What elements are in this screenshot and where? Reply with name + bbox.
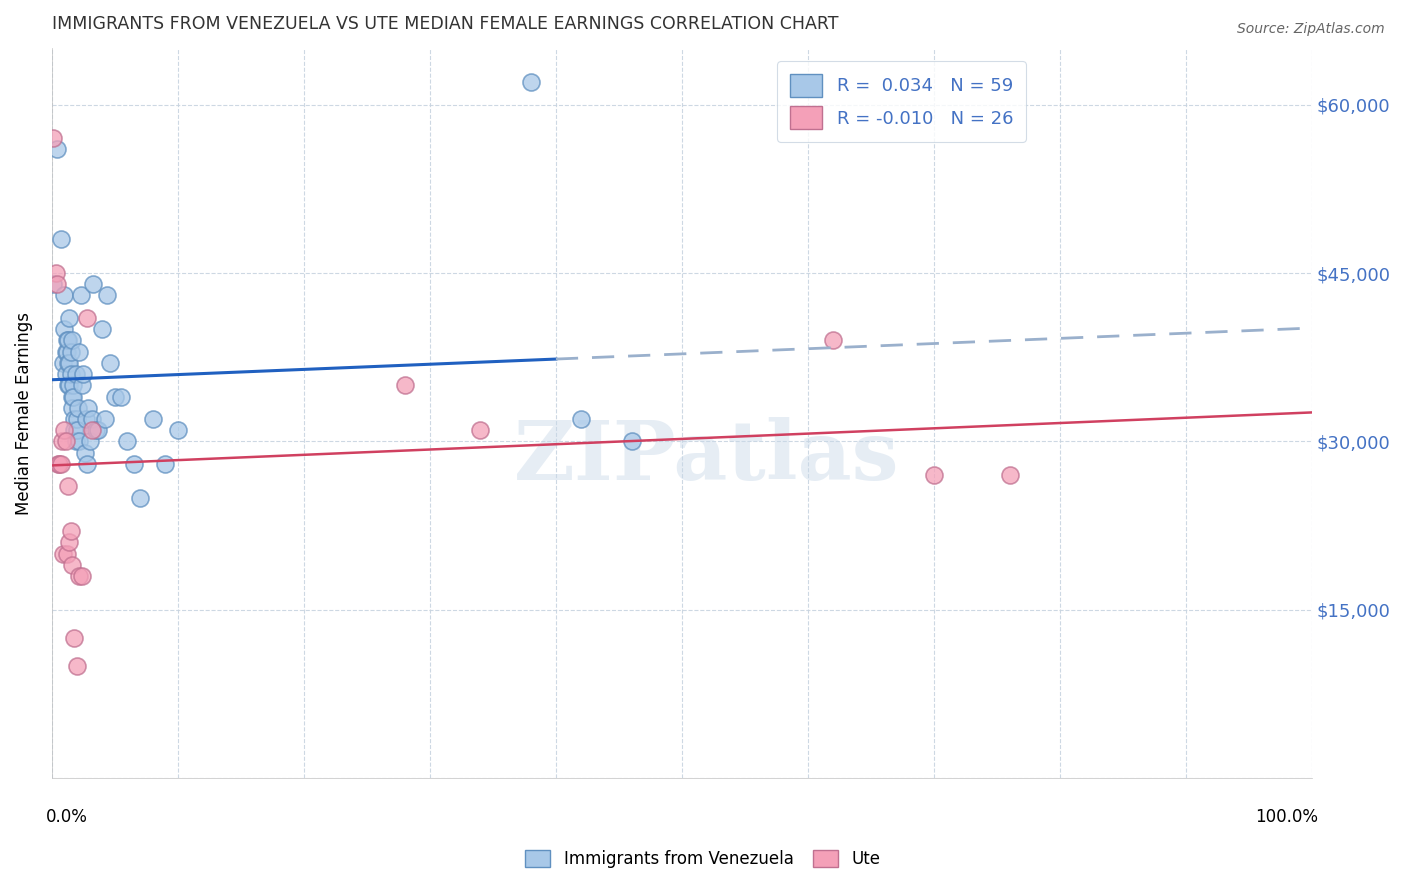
Point [53, 423, 76, 437]
Point [59, 344, 82, 359]
Point [42, 131, 65, 145]
Point [42, 277, 65, 292]
Point [56, 334, 79, 348]
Point [55, 344, 77, 359]
Point [77, 401, 100, 415]
Point [91, 322, 114, 336]
Point [79, 434, 101, 449]
Point [166, 423, 188, 437]
Point [63, 631, 86, 645]
Point [93, 412, 115, 426]
Point [60, 334, 83, 348]
Point [56, 378, 79, 392]
Point [66, 423, 89, 437]
Point [58, 535, 80, 549]
Text: 0.0%: 0.0% [45, 808, 87, 826]
Point [69, 434, 91, 449]
Point [45, 277, 67, 292]
Point [117, 434, 139, 449]
Point [55, 367, 77, 381]
Point [56, 344, 79, 359]
Point [62, 390, 84, 404]
Point [55, 434, 77, 449]
Point [60, 558, 83, 572]
Point [56, 356, 79, 370]
Point [70, 569, 93, 583]
Point [394, 378, 416, 392]
Point [84, 423, 107, 437]
Point [66, 659, 89, 673]
Legend: R =  0.034   N = 59, R = -0.010   N = 26: R = 0.034 N = 59, R = -0.010 N = 26 [778, 62, 1026, 142]
Point [76, 310, 98, 325]
Point [142, 412, 165, 426]
Point [63, 423, 86, 437]
Point [49, 232, 72, 246]
Point [60, 390, 83, 404]
Point [73, 445, 96, 459]
Text: 100.0%: 100.0% [1256, 808, 1319, 826]
Point [60, 401, 83, 415]
Point [56, 334, 79, 348]
Point [87, 423, 110, 437]
Point [46, 457, 69, 471]
Point [52, 547, 75, 561]
Point [59, 524, 82, 539]
Point [519, 75, 541, 89]
Y-axis label: Median Female Earnings: Median Female Earnings [15, 312, 32, 515]
Point [110, 390, 132, 404]
Point [67, 401, 90, 415]
Point [620, 434, 643, 449]
Point [56, 479, 79, 493]
Point [122, 457, 145, 471]
Point [80, 423, 103, 437]
Point [48, 457, 70, 471]
Point [53, 322, 76, 336]
Point [56, 547, 79, 561]
Point [65, 367, 87, 381]
Point [153, 457, 176, 471]
Point [82, 277, 104, 292]
Point [63, 412, 86, 426]
Point [45, 143, 67, 157]
Point [53, 288, 76, 302]
Point [998, 468, 1021, 483]
Point [58, 310, 80, 325]
Text: IMMIGRANTS FROM VENEZUELA VS UTE MEDIAN FEMALE EARNINGS CORRELATION CHART: IMMIGRANTS FROM VENEZUELA VS UTE MEDIAN … [52, 15, 838, 33]
Point [65, 434, 87, 449]
Point [51, 434, 73, 449]
Point [104, 390, 127, 404]
Point [69, 344, 91, 359]
Point [72, 367, 94, 381]
Point [75, 412, 97, 426]
Point [70, 378, 93, 392]
Point [922, 468, 945, 483]
Point [69, 569, 91, 583]
Point [569, 412, 592, 426]
Legend: Immigrants from Venezuela, Ute: Immigrants from Venezuela, Ute [519, 843, 887, 875]
Point [59, 367, 82, 381]
Point [58, 356, 80, 370]
Point [66, 412, 89, 426]
Point [58, 378, 80, 392]
Point [62, 378, 84, 392]
Point [69, 288, 91, 302]
Point [823, 334, 845, 348]
Point [52, 356, 75, 370]
Point [470, 423, 492, 437]
Point [49, 457, 72, 471]
Point [80, 412, 103, 426]
Point [76, 457, 98, 471]
Text: ZIPatlas: ZIPatlas [515, 417, 900, 497]
Point [98, 356, 121, 370]
Text: Source: ZipAtlas.com: Source: ZipAtlas.com [1237, 22, 1385, 37]
Point [96, 288, 118, 302]
Point [129, 491, 152, 505]
Point [44, 266, 66, 280]
